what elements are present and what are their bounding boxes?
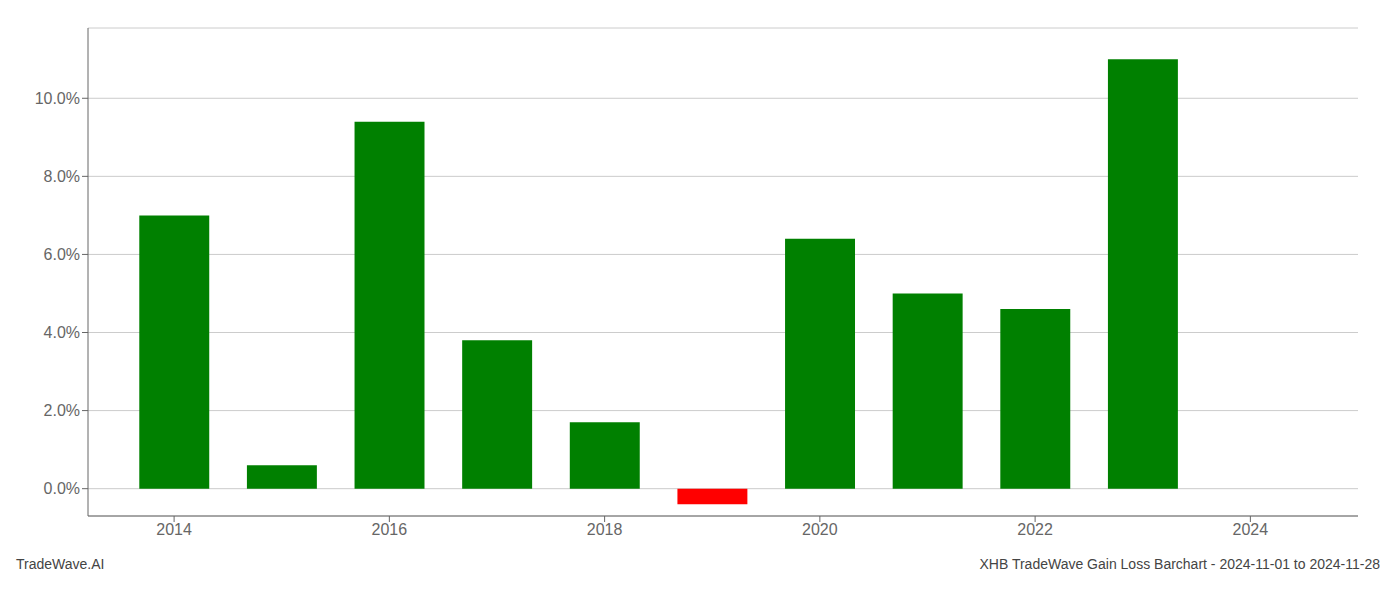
svg-text:2024: 2024 bbox=[1233, 521, 1269, 538]
svg-text:10.0%: 10.0% bbox=[35, 90, 80, 107]
svg-text:2016: 2016 bbox=[372, 521, 408, 538]
svg-text:6.0%: 6.0% bbox=[44, 246, 80, 263]
svg-text:8.0%: 8.0% bbox=[44, 168, 80, 185]
svg-text:2.0%: 2.0% bbox=[44, 402, 80, 419]
svg-text:2020: 2020 bbox=[802, 521, 838, 538]
svg-text:2018: 2018 bbox=[587, 521, 623, 538]
html-text:XHB TradeWave Gain Loss Barcha: XHB TradeWave Gain Loss Barchart - 2024-… bbox=[979, 556, 1380, 572]
svg-text:0.0%: 0.0% bbox=[44, 480, 80, 497]
svg-text:2014: 2014 bbox=[156, 521, 192, 538]
svg-text:4.0%: 4.0% bbox=[44, 324, 80, 341]
html-text:TradeWave.AI: TradeWave.AI bbox=[16, 556, 105, 572]
svg-text:2022: 2022 bbox=[1017, 521, 1053, 538]
